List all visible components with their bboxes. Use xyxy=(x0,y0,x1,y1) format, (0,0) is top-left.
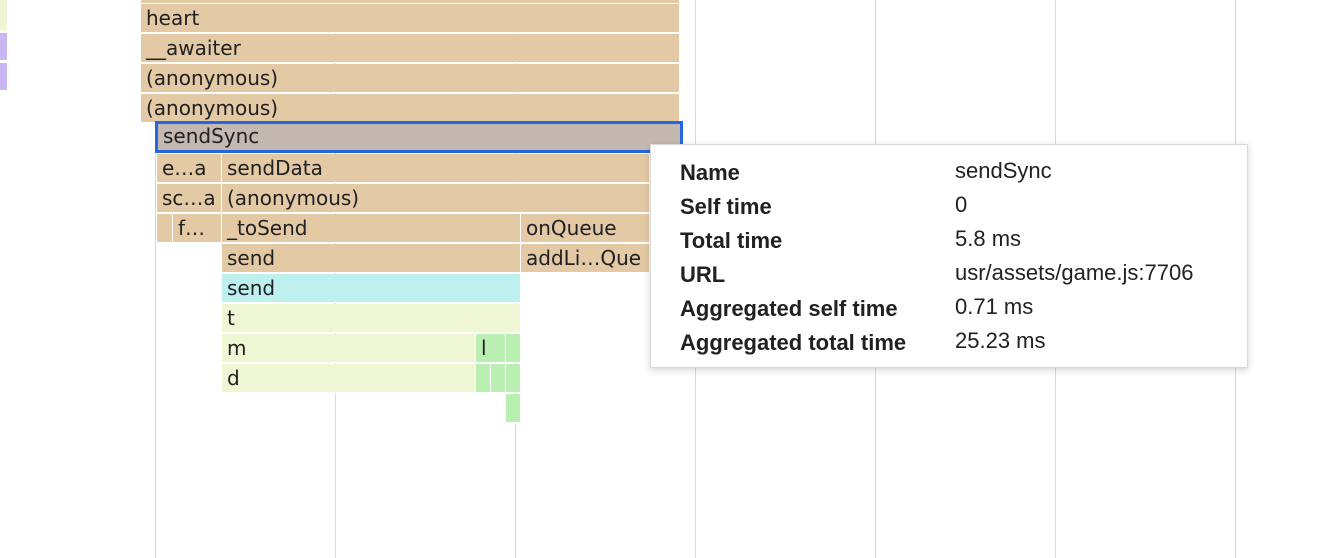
flame-frame-m[interactable]: m xyxy=(222,334,476,363)
flame-frame-l[interactable]: l xyxy=(476,334,506,363)
flame-frame-awaiter[interactable]: __awaiter xyxy=(141,34,680,63)
frame-details-tooltip: Name sendSync Self time 0 Total time 5.8… xyxy=(650,144,1248,368)
flame-frame-leaf[interactable] xyxy=(506,334,521,363)
tooltip-label: Aggregated self time xyxy=(680,296,898,321)
tooltip-value: 5.8 ms xyxy=(955,226,1022,251)
flame-frame-leaf[interactable] xyxy=(506,364,521,393)
flame-frame-d[interactable]: d xyxy=(222,364,476,393)
flame-frame-heart[interactable]: heart xyxy=(141,4,680,33)
flame-frame-sendsync-selected[interactable]: sendSync xyxy=(155,121,683,153)
flame-frame-tosend[interactable]: _toSend xyxy=(222,214,521,243)
flame-frame-leaf[interactable] xyxy=(476,364,491,393)
tooltip-value: 25.23 ms xyxy=(955,328,1046,353)
tooltip-value: sendSync xyxy=(955,158,1052,183)
flame-frame-anonymous[interactable]: (anonymous) xyxy=(141,94,680,123)
tooltip-value: usr/assets/game.js:7706 xyxy=(955,260,1194,285)
track-stripe-purple xyxy=(0,63,7,90)
tooltip-label: Total time xyxy=(680,228,783,253)
flame-frame-t[interactable]: t xyxy=(222,304,521,333)
grid-line xyxy=(155,0,156,558)
flame-frame-leaf[interactable] xyxy=(506,394,521,423)
tooltip-label: Self time xyxy=(680,194,772,219)
flame-frame-leaf[interactable] xyxy=(491,364,506,393)
tooltip-value: 0 xyxy=(955,192,968,217)
tooltip-value: 0.71 ms xyxy=(955,294,1034,319)
flame-frame-addli-que[interactable]: addLi…Que xyxy=(521,244,650,273)
track-stripe-purple xyxy=(0,33,7,60)
flame-frame-top[interactable] xyxy=(141,0,680,4)
flame-frame-send[interactable]: send xyxy=(222,244,521,273)
tooltip-label: URL xyxy=(680,262,726,287)
tooltip-label: Aggregated total time xyxy=(680,330,907,355)
flame-frame-f[interactable]: f… xyxy=(173,214,222,243)
flame-frame-anonymous[interactable]: (anonymous) xyxy=(222,184,650,213)
flame-frame-small[interactable] xyxy=(157,214,173,243)
flame-frame-onqueue[interactable]: onQueue xyxy=(521,214,650,243)
flame-frame-send-network[interactable]: send xyxy=(222,274,521,303)
tooltip-label: Name xyxy=(680,160,740,185)
track-stripe-lime xyxy=(0,0,7,31)
flame-frame-anonymous[interactable]: (anonymous) xyxy=(141,64,680,93)
flame-frame-e-a[interactable]: e…a xyxy=(157,154,222,183)
flame-frame-sc-a[interactable]: sc…a xyxy=(157,184,222,213)
flame-frame-senddata[interactable]: sendData xyxy=(222,154,650,183)
